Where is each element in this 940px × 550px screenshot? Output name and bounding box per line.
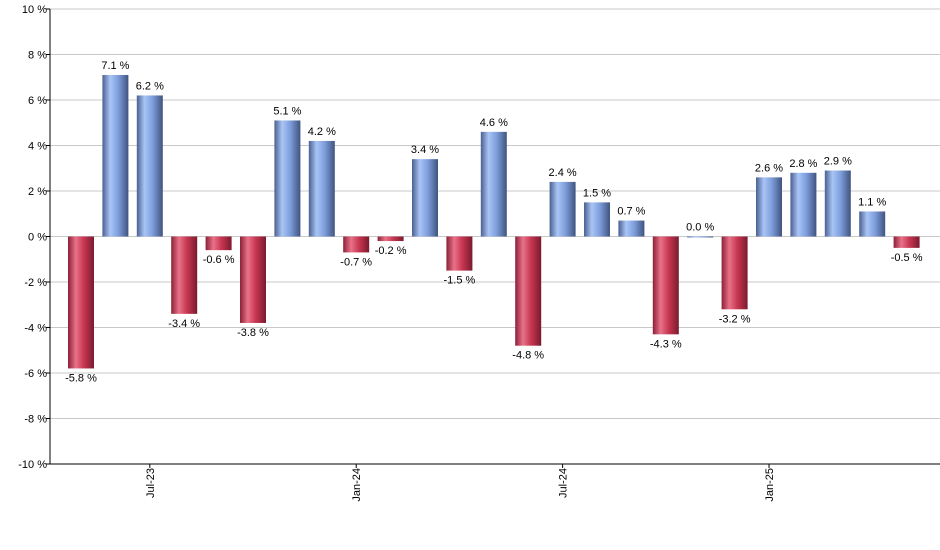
x-tick-label: Jan-24 bbox=[351, 468, 363, 502]
data-label: 1.1 % bbox=[858, 196, 886, 208]
bar bbox=[68, 236, 94, 369]
data-label: -3.4 % bbox=[168, 318, 200, 330]
bar bbox=[584, 202, 610, 237]
data-label: 2.6 % bbox=[755, 162, 783, 174]
data-label: 7.1 % bbox=[101, 60, 129, 72]
data-label: -0.7 % bbox=[340, 256, 372, 268]
y-tick-label: -4 % bbox=[24, 323, 47, 335]
data-label: -5.8 % bbox=[65, 372, 97, 384]
data-label: 0.0 % bbox=[686, 222, 714, 234]
bar bbox=[343, 236, 370, 253]
x-tick-label: Jul-23 bbox=[145, 468, 157, 498]
y-tick-label: 2 % bbox=[28, 186, 47, 198]
data-label: -0.6 % bbox=[203, 254, 235, 266]
bar bbox=[687, 236, 714, 238]
bar bbox=[136, 95, 163, 237]
y-tick-label: 4 % bbox=[28, 141, 47, 153]
data-label: 2.8 % bbox=[789, 158, 817, 170]
x-tick-label: Jan-25 bbox=[764, 468, 776, 502]
y-tick-label: -10 % bbox=[18, 459, 47, 471]
data-label: 2.9 % bbox=[824, 156, 852, 168]
data-label: 2.4 % bbox=[549, 167, 577, 179]
data-label: -4.3 % bbox=[650, 338, 682, 350]
bar bbox=[446, 236, 473, 271]
x-tick-label: Jul-24 bbox=[558, 468, 570, 498]
y-tick-label: 6 % bbox=[28, 95, 47, 107]
y-tick-label: 10 % bbox=[22, 4, 47, 16]
data-label: 4.6 % bbox=[480, 117, 508, 129]
y-tick-label: -6 % bbox=[24, 368, 47, 380]
bar bbox=[377, 236, 404, 242]
data-label: -0.2 % bbox=[375, 245, 407, 257]
bar bbox=[721, 236, 748, 310]
bar bbox=[515, 236, 542, 346]
data-label: 4.2 % bbox=[308, 126, 336, 138]
bar bbox=[618, 220, 645, 237]
bar bbox=[893, 236, 920, 248]
data-label: -3.2 % bbox=[719, 313, 751, 325]
bar bbox=[549, 181, 576, 237]
bar bbox=[480, 131, 507, 237]
data-label: 1.5 % bbox=[583, 187, 611, 199]
bar bbox=[756, 177, 782, 237]
data-label: -1.5 % bbox=[444, 275, 476, 287]
bar bbox=[274, 120, 301, 237]
y-tick-label: -2 % bbox=[24, 277, 47, 289]
data-label: 3.4 % bbox=[411, 144, 439, 156]
data-label: -4.8 % bbox=[512, 350, 544, 362]
data-label: 0.7 % bbox=[617, 206, 645, 218]
bar bbox=[859, 211, 886, 237]
data-label: 6.2 % bbox=[136, 80, 164, 92]
bar bbox=[790, 172, 817, 237]
data-label: -0.5 % bbox=[891, 252, 923, 264]
bar bbox=[240, 236, 266, 323]
data-label: 5.1 % bbox=[273, 105, 301, 117]
data-label: -3.8 % bbox=[237, 327, 269, 339]
y-tick-label: -8 % bbox=[24, 414, 47, 426]
bar bbox=[102, 74, 129, 237]
bar bbox=[824, 170, 851, 237]
y-tick-label: 0 % bbox=[28, 232, 47, 244]
bar bbox=[652, 236, 679, 335]
bar bbox=[171, 236, 198, 314]
y-tick-label: 8 % bbox=[28, 50, 47, 62]
bar bbox=[205, 236, 232, 251]
bar bbox=[308, 140, 335, 237]
bar bbox=[412, 159, 438, 237]
